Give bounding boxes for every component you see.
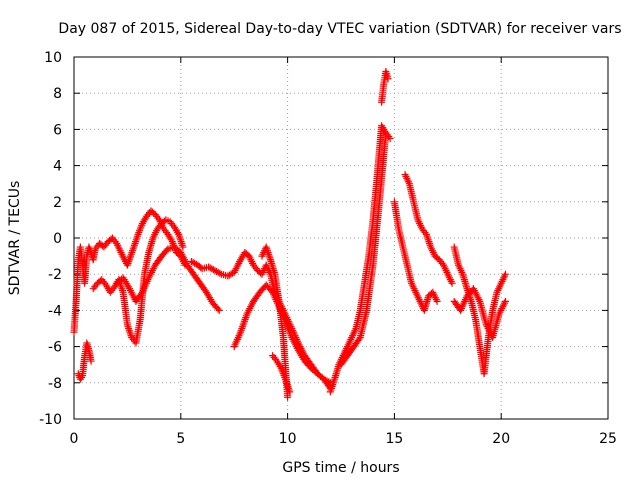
data-point xyxy=(448,279,456,287)
axis-tick-labels: 0 5 10 15 20 25 -10 -8 -6 -4 -2 0 2 4 6 8 10 xyxy=(39,50,617,447)
data-point xyxy=(355,335,363,343)
data-points xyxy=(70,67,509,401)
x-tick-label: 10 xyxy=(279,431,297,447)
axis-ticks xyxy=(73,56,609,420)
y-tick-label: 2 xyxy=(53,195,62,211)
data-point xyxy=(382,129,390,137)
y-tick-label: -8 xyxy=(48,376,62,392)
series-track-b xyxy=(74,339,95,383)
y-tick-label: 10 xyxy=(44,50,62,66)
data-point xyxy=(284,393,292,401)
series-track-n xyxy=(450,243,509,378)
y-tick-label: -4 xyxy=(48,303,62,319)
data-point xyxy=(501,297,509,305)
y-tick-label: -6 xyxy=(48,340,62,356)
x-tick-label: 25 xyxy=(599,431,617,447)
series-track-c xyxy=(89,216,187,347)
series-track-k xyxy=(378,67,392,106)
series-track-f xyxy=(230,281,334,392)
data-point xyxy=(286,388,294,396)
x-tick-label: 0 xyxy=(70,431,79,447)
data-point xyxy=(384,75,392,83)
data-point xyxy=(216,269,224,277)
y-tick-label: 6 xyxy=(53,122,62,138)
series-track-l xyxy=(390,198,441,314)
y-tick-label: 4 xyxy=(53,159,62,175)
x-axis-label: GPS time / hours xyxy=(282,460,399,476)
data-point xyxy=(87,357,95,365)
chart-title: Day 087 of 2015, Sidereal Day-to-day VTE… xyxy=(58,21,621,37)
series-track-d xyxy=(113,243,223,314)
x-tick-label: 20 xyxy=(492,431,510,447)
x-tick-label: 5 xyxy=(176,431,185,447)
data-point xyxy=(433,297,441,305)
data-point xyxy=(215,306,223,314)
series-track-h xyxy=(269,352,294,396)
grid xyxy=(74,57,608,419)
y-axis-label: SDTVAR / TECUs xyxy=(7,181,23,296)
x-tick-label: 15 xyxy=(385,431,403,447)
series-track-o xyxy=(450,285,509,342)
y-tick-label: -2 xyxy=(48,267,62,283)
series-track-m xyxy=(401,171,456,287)
data-point xyxy=(214,305,222,313)
series-track-j xyxy=(337,129,390,369)
y-tick-label: 0 xyxy=(53,231,62,247)
y-tick-label: -10 xyxy=(39,412,62,428)
y-tick-label: 8 xyxy=(53,86,62,102)
data-point xyxy=(501,270,509,278)
data-point xyxy=(179,243,187,251)
